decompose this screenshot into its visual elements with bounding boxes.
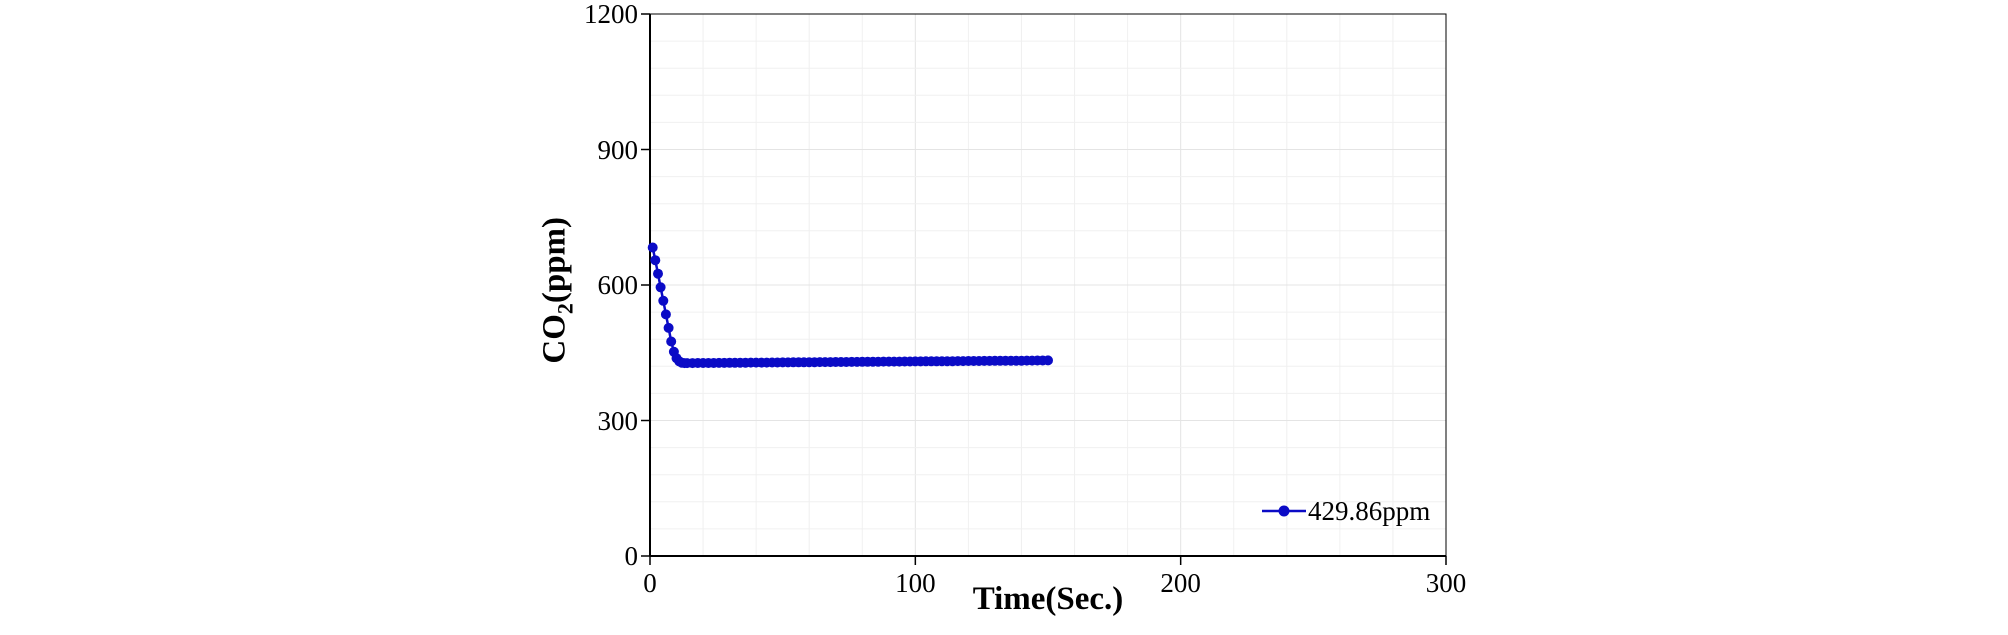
y-tick-label: 300 bbox=[597, 405, 639, 436]
legend-label: 429.86ppm bbox=[1308, 495, 1431, 526]
y-tick-label: 900 bbox=[597, 134, 639, 165]
legend-line-marker-icon bbox=[1262, 505, 1306, 517]
series-marker bbox=[653, 268, 663, 279]
series-marker bbox=[658, 295, 669, 306]
y-tick-label: 600 bbox=[597, 270, 639, 300]
series-marker bbox=[647, 242, 658, 253]
series-marker bbox=[650, 255, 661, 266]
x-tick-label: 200 bbox=[1160, 568, 1201, 598]
x-tick-label: 100 bbox=[895, 568, 936, 598]
legend: 429.86ppm bbox=[1262, 494, 1430, 528]
series-marker bbox=[1043, 355, 1053, 366]
series-marker bbox=[660, 309, 671, 320]
y-tick-label: 0 bbox=[624, 541, 639, 571]
series-marker bbox=[666, 336, 677, 347]
y-axis-title-sub: 2 bbox=[552, 303, 578, 315]
x-tick-label: 300 bbox=[1425, 568, 1467, 598]
y-axis-title-main: CO bbox=[536, 314, 573, 364]
x-tick-label: 0 bbox=[643, 568, 657, 598]
x-axis-title: Time(Sec.) bbox=[972, 581, 1124, 617]
y-tick-label: 1200 bbox=[584, 0, 638, 29]
series-marker bbox=[655, 282, 666, 293]
series-marker bbox=[663, 322, 674, 333]
series-line bbox=[651, 247, 1049, 365]
